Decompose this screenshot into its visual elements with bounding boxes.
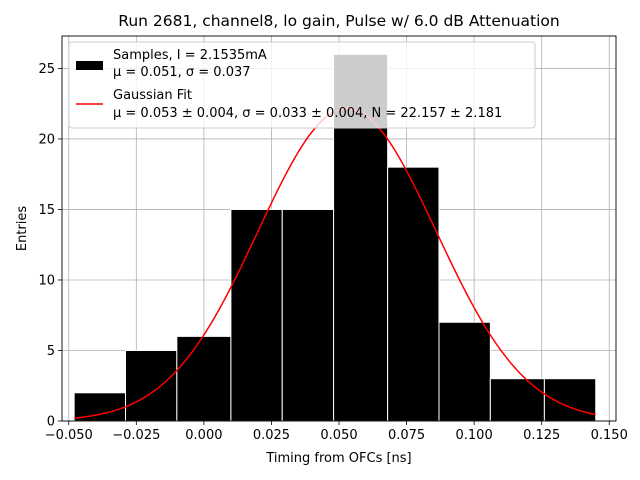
x-tick-label: −0.050 <box>45 428 93 443</box>
legend-box <box>68 41 536 129</box>
x-tick-label: 0.000 <box>185 428 222 443</box>
x-tick-label: −0.025 <box>112 428 160 443</box>
x-axis-title: Timing from OFCs [ns] <box>265 451 411 466</box>
x-tick-label: 0.025 <box>253 428 290 443</box>
histogram-bar <box>125 349 178 422</box>
y-axis-ticks: 0 5 10 15 20 25 <box>38 62 62 430</box>
legend-samples-label: Samples, I = 2.1535mA <box>113 48 267 63</box>
histogram-bar <box>176 335 232 422</box>
legend: Samples, I = 2.1535mA μ = 0.051, σ = 0.0… <box>68 41 536 129</box>
y-tick-label: 25 <box>38 62 55 77</box>
x-tick-label: 0.150 <box>591 428 628 443</box>
legend-samples-swatch <box>76 61 103 70</box>
x-tick-label: 0.050 <box>320 428 357 443</box>
y-tick-label: 20 <box>38 132 55 147</box>
histogram-bar <box>281 208 335 422</box>
y-tick-label: 10 <box>38 273 55 288</box>
legend-samples-stats: μ = 0.051, σ = 0.037 <box>113 65 251 80</box>
y-tick-label: 5 <box>47 344 55 359</box>
histogram-bar <box>489 378 545 422</box>
chart-title: Run 2681, channel8, lo gain, Pulse w/ 6.… <box>118 12 559 30</box>
histogram-bar <box>543 378 597 422</box>
histogram-bar <box>387 166 440 422</box>
x-tick-label: 0.125 <box>523 428 560 443</box>
y-axis-title: Entries <box>15 206 30 252</box>
histogram-bar <box>438 321 491 422</box>
y-tick-label: 15 <box>38 203 55 218</box>
x-axis-ticks: −0.050 −0.025 0.000 0.025 0.050 0.075 0.100 0.1… <box>45 421 628 443</box>
legend-fit-stats: μ = 0.053 ± 0.004, σ = 0.033 ± 0.004, N … <box>113 106 502 121</box>
legend-fit-label: Gaussian Fit <box>113 88 192 103</box>
x-tick-label: 0.075 <box>388 428 425 443</box>
histogram-bar <box>230 208 283 422</box>
x-tick-label: 0.100 <box>456 428 493 443</box>
y-tick-label: 0 <box>47 415 55 430</box>
histogram-bar <box>73 392 127 422</box>
